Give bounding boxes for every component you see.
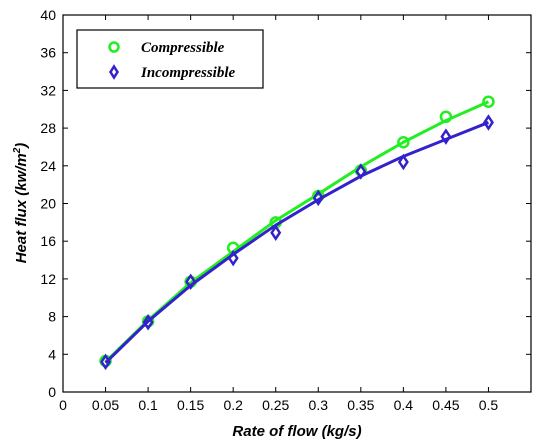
- y-tick-label: 24: [40, 158, 56, 174]
- x-tick-label: 0: [59, 397, 67, 413]
- legend-label-incompressible: Incompressible: [140, 65, 236, 81]
- y-axis-ticks: 0 4 8 12 16 20 24 28 32 36 40: [40, 7, 531, 400]
- x-tick-label: 0.4: [394, 397, 414, 413]
- y-tick-label: 4: [48, 346, 56, 362]
- data-point-incompressible: [270, 224, 282, 241]
- data-point-incompressible: [142, 314, 154, 331]
- legend-items: Compressible Incompressible: [108, 40, 236, 81]
- x-tick-label: 0.1: [138, 397, 158, 413]
- x-tick-label: 0.35: [347, 397, 374, 413]
- y-tick-label: 12: [40, 271, 56, 287]
- legend-box: [76, 29, 264, 89]
- legend-marker-incompressible: [109, 64, 119, 80]
- x-tick-label: 0.5: [479, 397, 499, 413]
- x-tick-label: 0.2: [223, 397, 243, 413]
- data-point-incompressible: [482, 114, 494, 131]
- data-point-incompressible: [397, 153, 409, 171]
- x-tick-label: 0.45: [432, 397, 459, 413]
- x-axis-label: Rate of flow (kg/s): [232, 423, 361, 440]
- x-tick-label: 0.25: [262, 397, 289, 413]
- series-layer: [99, 95, 495, 371]
- y-axis-label-tail: ): [13, 143, 30, 150]
- data-point-incompressible: [440, 128, 452, 145]
- legend: Compressible Incompressible: [76, 29, 264, 89]
- y-axis-label-superscript: 2: [12, 147, 23, 154]
- y-tick-label: 0: [48, 384, 56, 400]
- data-point-compressible: [482, 95, 495, 108]
- data-point-compressible: [439, 110, 453, 124]
- data-point-incompressible: [185, 273, 197, 290]
- y-tick-label: 8: [48, 309, 56, 325]
- y-tick-label: 20: [40, 196, 56, 212]
- y-tick-label: 28: [40, 120, 56, 136]
- x-tick-label: 0.3: [309, 397, 329, 413]
- x-tick-label: 0.15: [177, 397, 204, 413]
- data-point-compressible: [397, 135, 410, 149]
- series-incompressible: [100, 114, 494, 371]
- series-compressible: [99, 95, 495, 368]
- x-axis-ticks: 0 0.05 0.1 0.15 0.2 0.25 0.3 0.35 0.4 0.45 0.5: [59, 15, 498, 413]
- y-tick-label: 40: [40, 7, 56, 23]
- data-point-incompressible: [227, 249, 239, 267]
- y-tick-label: 32: [40, 82, 56, 98]
- x-tick-label: 0.05: [92, 397, 119, 413]
- y-axis-label-main: Heat flux (kw/m: [13, 153, 30, 263]
- y-tick-label: 16: [40, 233, 56, 249]
- y-axis-label: Heat flux (kw/m2): [12, 143, 30, 264]
- series-line-incompressible: [104, 121, 490, 364]
- data-point-incompressible: [355, 163, 367, 180]
- legend-marker-compressible: [108, 41, 120, 53]
- data-point-incompressible: [312, 189, 324, 207]
- series-line-compressible: [104, 100, 490, 363]
- data-point-incompressible: [100, 353, 112, 371]
- legend-label-compressible: Compressible: [141, 40, 225, 56]
- y-tick-label: 36: [40, 45, 56, 61]
